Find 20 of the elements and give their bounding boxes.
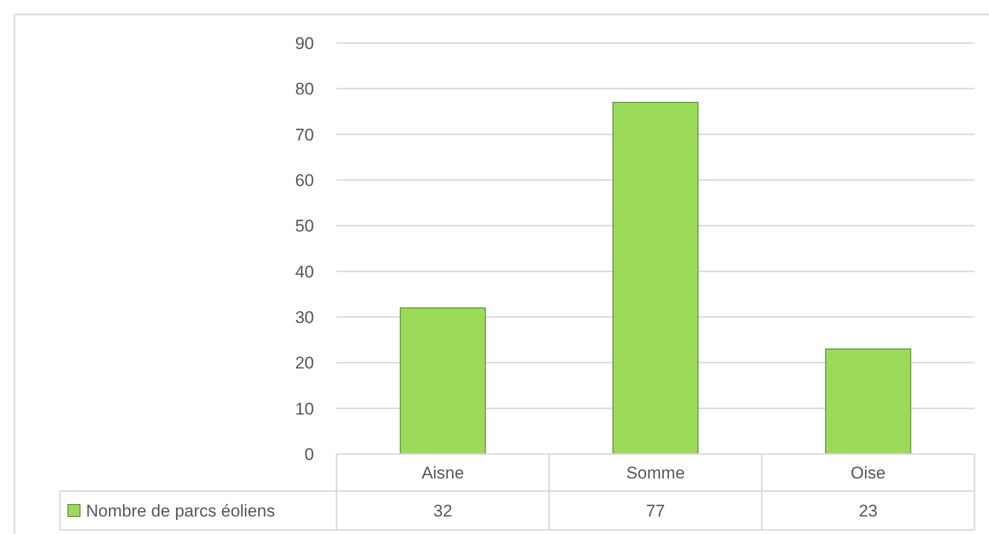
x-tick-label: Oise (850, 463, 886, 482)
x-tick-label: Somme (626, 463, 685, 482)
y-tick-label: 10 (295, 399, 314, 418)
y-tick-label: 40 (295, 262, 314, 282)
legend-label: Nombre de parcs éoliens (86, 501, 275, 520)
x-tick-label: Aisne (422, 463, 464, 482)
y-tick-label: 60 (295, 170, 314, 190)
y-tick-label: 70 (295, 125, 314, 144)
bar (612, 102, 699, 454)
y-tick-label: 90 (295, 34, 314, 53)
y-tick-label: 0 (304, 444, 314, 464)
y-tick-label: 30 (295, 308, 314, 327)
y-tick-label: 20 (295, 354, 314, 373)
data-label: 23 (858, 501, 878, 520)
y-tick-label: 80 (295, 80, 314, 99)
bar (400, 307, 486, 454)
y-tick-label: 50 (295, 216, 314, 236)
bar (825, 348, 912, 454)
data-label: 32 (433, 501, 452, 520)
data-label: 77 (646, 501, 665, 520)
